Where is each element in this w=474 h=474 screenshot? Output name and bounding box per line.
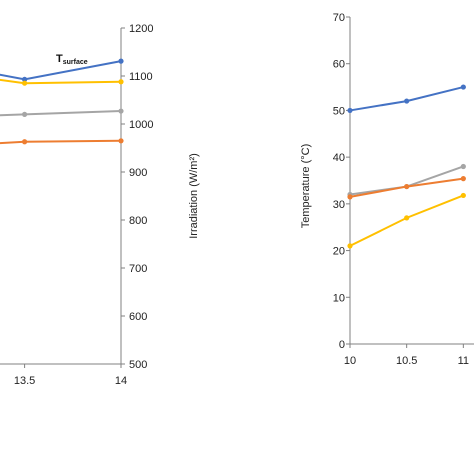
right-y-axis-label: Temperature (°C) (300, 144, 312, 228)
series-line (349, 194, 464, 247)
y-tick-label: 10 (333, 292, 345, 304)
y-tick-label: 1000 (129, 119, 153, 131)
data-point (404, 183, 410, 190)
data-point (118, 108, 124, 114)
left-y-axis-label: Irradiation (W/m²) (188, 153, 200, 239)
data-point (22, 111, 28, 117)
x-tick-label: 11 (458, 355, 469, 367)
data-point (460, 84, 466, 90)
y-tick-label: 50 (333, 105, 345, 117)
y-tick-label: 1100 (129, 71, 153, 83)
data-point (460, 163, 466, 170)
right-chart: 10 10.5 11 0 10 20 30 40 50 60 70 Temperature (°C… (300, 12, 474, 367)
data-point (22, 139, 28, 145)
y-tick-label: 0 (339, 339, 345, 351)
y-tick-label: 500 (129, 359, 147, 371)
data-point (347, 243, 353, 249)
data-point (460, 192, 466, 199)
x-tick-label: 14 (115, 375, 127, 387)
data-point (118, 138, 124, 144)
y-tick-label: 30 (333, 199, 345, 211)
y-tick-label: 700 (129, 263, 147, 275)
surface-temperature-annotation: Tsurface (56, 53, 88, 66)
data-point (460, 176, 466, 182)
y-tick-label: 40 (333, 152, 345, 164)
y-tick-label: 800 (129, 215, 147, 227)
series-line (0, 139, 122, 145)
y-tick-label: 900 (129, 167, 147, 179)
data-point (404, 98, 410, 104)
y-tick-label: 600 (129, 311, 147, 323)
x-tick-label: 13.5 (14, 375, 35, 387)
x-tick-label: 10 (344, 355, 356, 367)
series-line (0, 110, 122, 117)
y-tick-label: 1200 (129, 23, 153, 35)
data-point (404, 215, 410, 221)
data-point (347, 107, 353, 114)
data-point (22, 76, 28, 82)
y-tick-label: 60 (333, 59, 345, 71)
x-tick-label: 10.5 (396, 355, 417, 367)
y-tick-label: 20 (333, 246, 345, 258)
data-point (347, 194, 353, 200)
data-point (118, 58, 124, 64)
data-point (22, 80, 28, 86)
y-tick-label: 70 (333, 12, 345, 24)
data-point (118, 79, 124, 85)
